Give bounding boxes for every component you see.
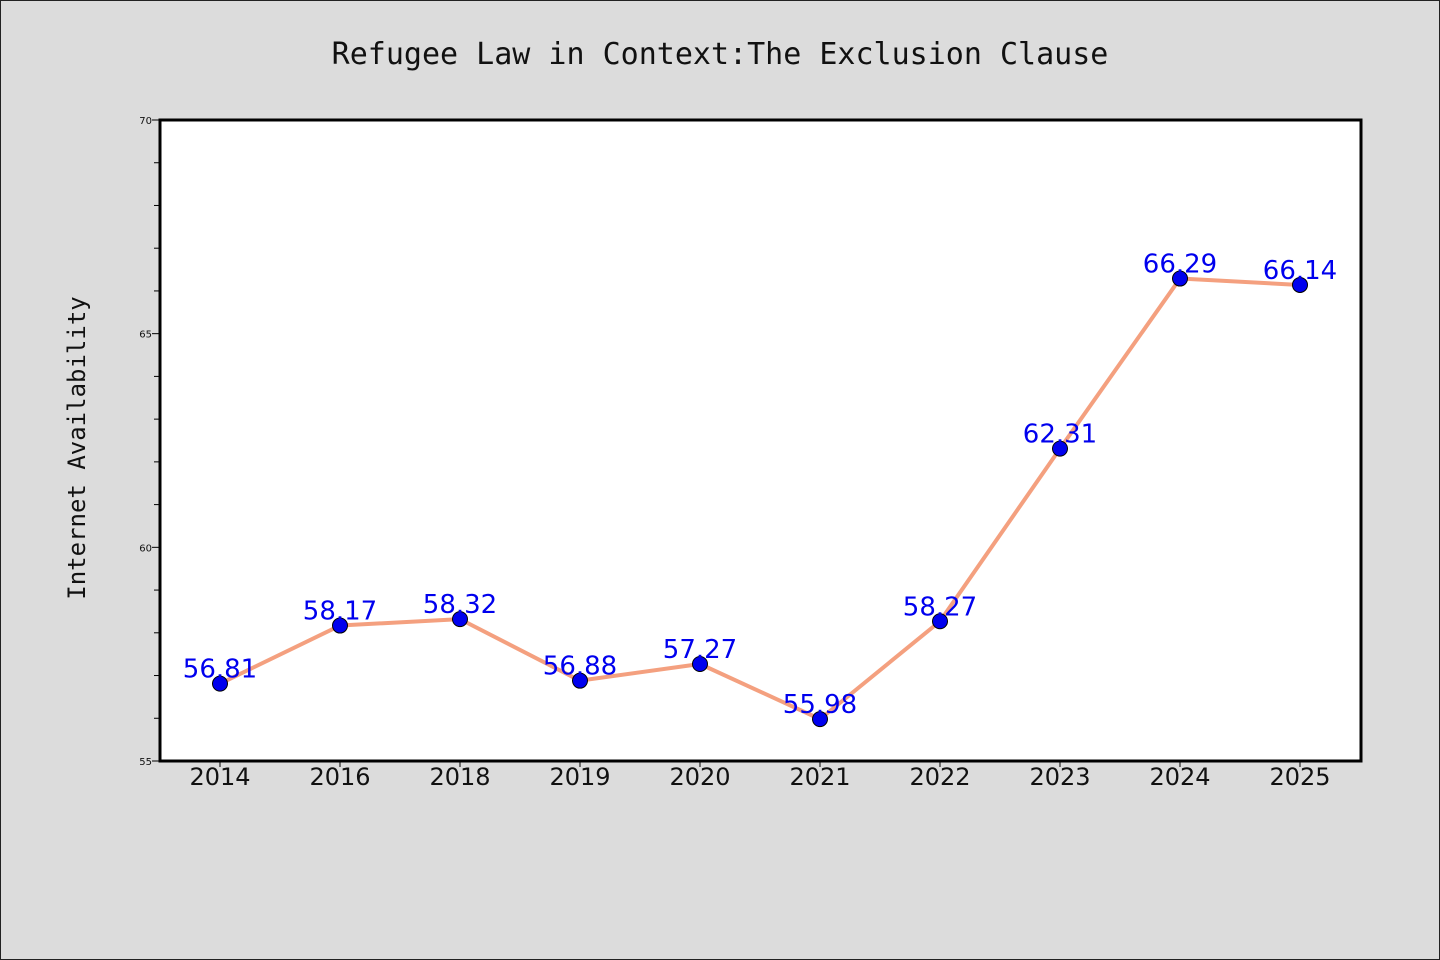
y-tick-label: 70: [139, 116, 152, 127]
data-point: [692, 655, 708, 672]
data-point: [1292, 276, 1308, 293]
x-axis: 2014 2016 2018 2019 2020 2021 2022 2023 2024 2025: [189, 761, 1331, 791]
data-point: [812, 711, 828, 728]
data-point: [1172, 270, 1188, 287]
x-tick-label: 2024: [1149, 763, 1210, 791]
x-tick-label: 2014: [189, 763, 250, 791]
plot-area: [158, 118, 1363, 763]
y-axis-label: Internet Availability: [63, 296, 91, 599]
data-label: 58.27: [903, 592, 977, 622]
y-tick-label: 55: [139, 757, 152, 768]
x-tick-label: 2021: [789, 763, 850, 791]
data-point: [452, 611, 468, 628]
data-point: [932, 613, 948, 630]
data-label: 57.27: [663, 635, 737, 665]
series-line: [218, 276, 1302, 722]
data-label: 66.29: [1143, 250, 1217, 280]
data-label: 55.98: [783, 690, 857, 720]
series-group: [212, 270, 1308, 728]
x-tick-label: 2019: [549, 763, 610, 791]
y-axis: 55 60 65 70: [139, 116, 160, 768]
x-tick-label: 2016: [309, 763, 370, 791]
data-point: [212, 675, 228, 692]
data-label: 66.14: [1263, 256, 1337, 286]
x-tick-label: 2023: [1029, 763, 1090, 791]
y-tick-label: 60: [139, 543, 152, 554]
data-labels-group: 56.81 58.17 58.32 56.88 57.27 55.98 58.27 62.31…: [183, 250, 1337, 721]
data-label: 58.17: [303, 597, 377, 627]
data-point: [1052, 440, 1068, 457]
y-tick-label: 65: [139, 330, 152, 341]
data-label: 58.32: [423, 590, 497, 620]
data-label: 56.88: [543, 652, 617, 682]
x-tick-label: 2022: [909, 763, 970, 791]
data-label: 56.81: [183, 655, 257, 685]
x-tick-label: 2025: [1269, 763, 1330, 791]
chart-title: Refugee Law in Context:The Exclusion Cla…: [332, 37, 1109, 72]
data-label: 62.31: [1023, 420, 1097, 450]
x-tick-label: 2018: [429, 763, 490, 791]
data-point: [572, 672, 588, 689]
x-tick-label: 2020: [669, 763, 730, 791]
data-point: [332, 617, 348, 634]
